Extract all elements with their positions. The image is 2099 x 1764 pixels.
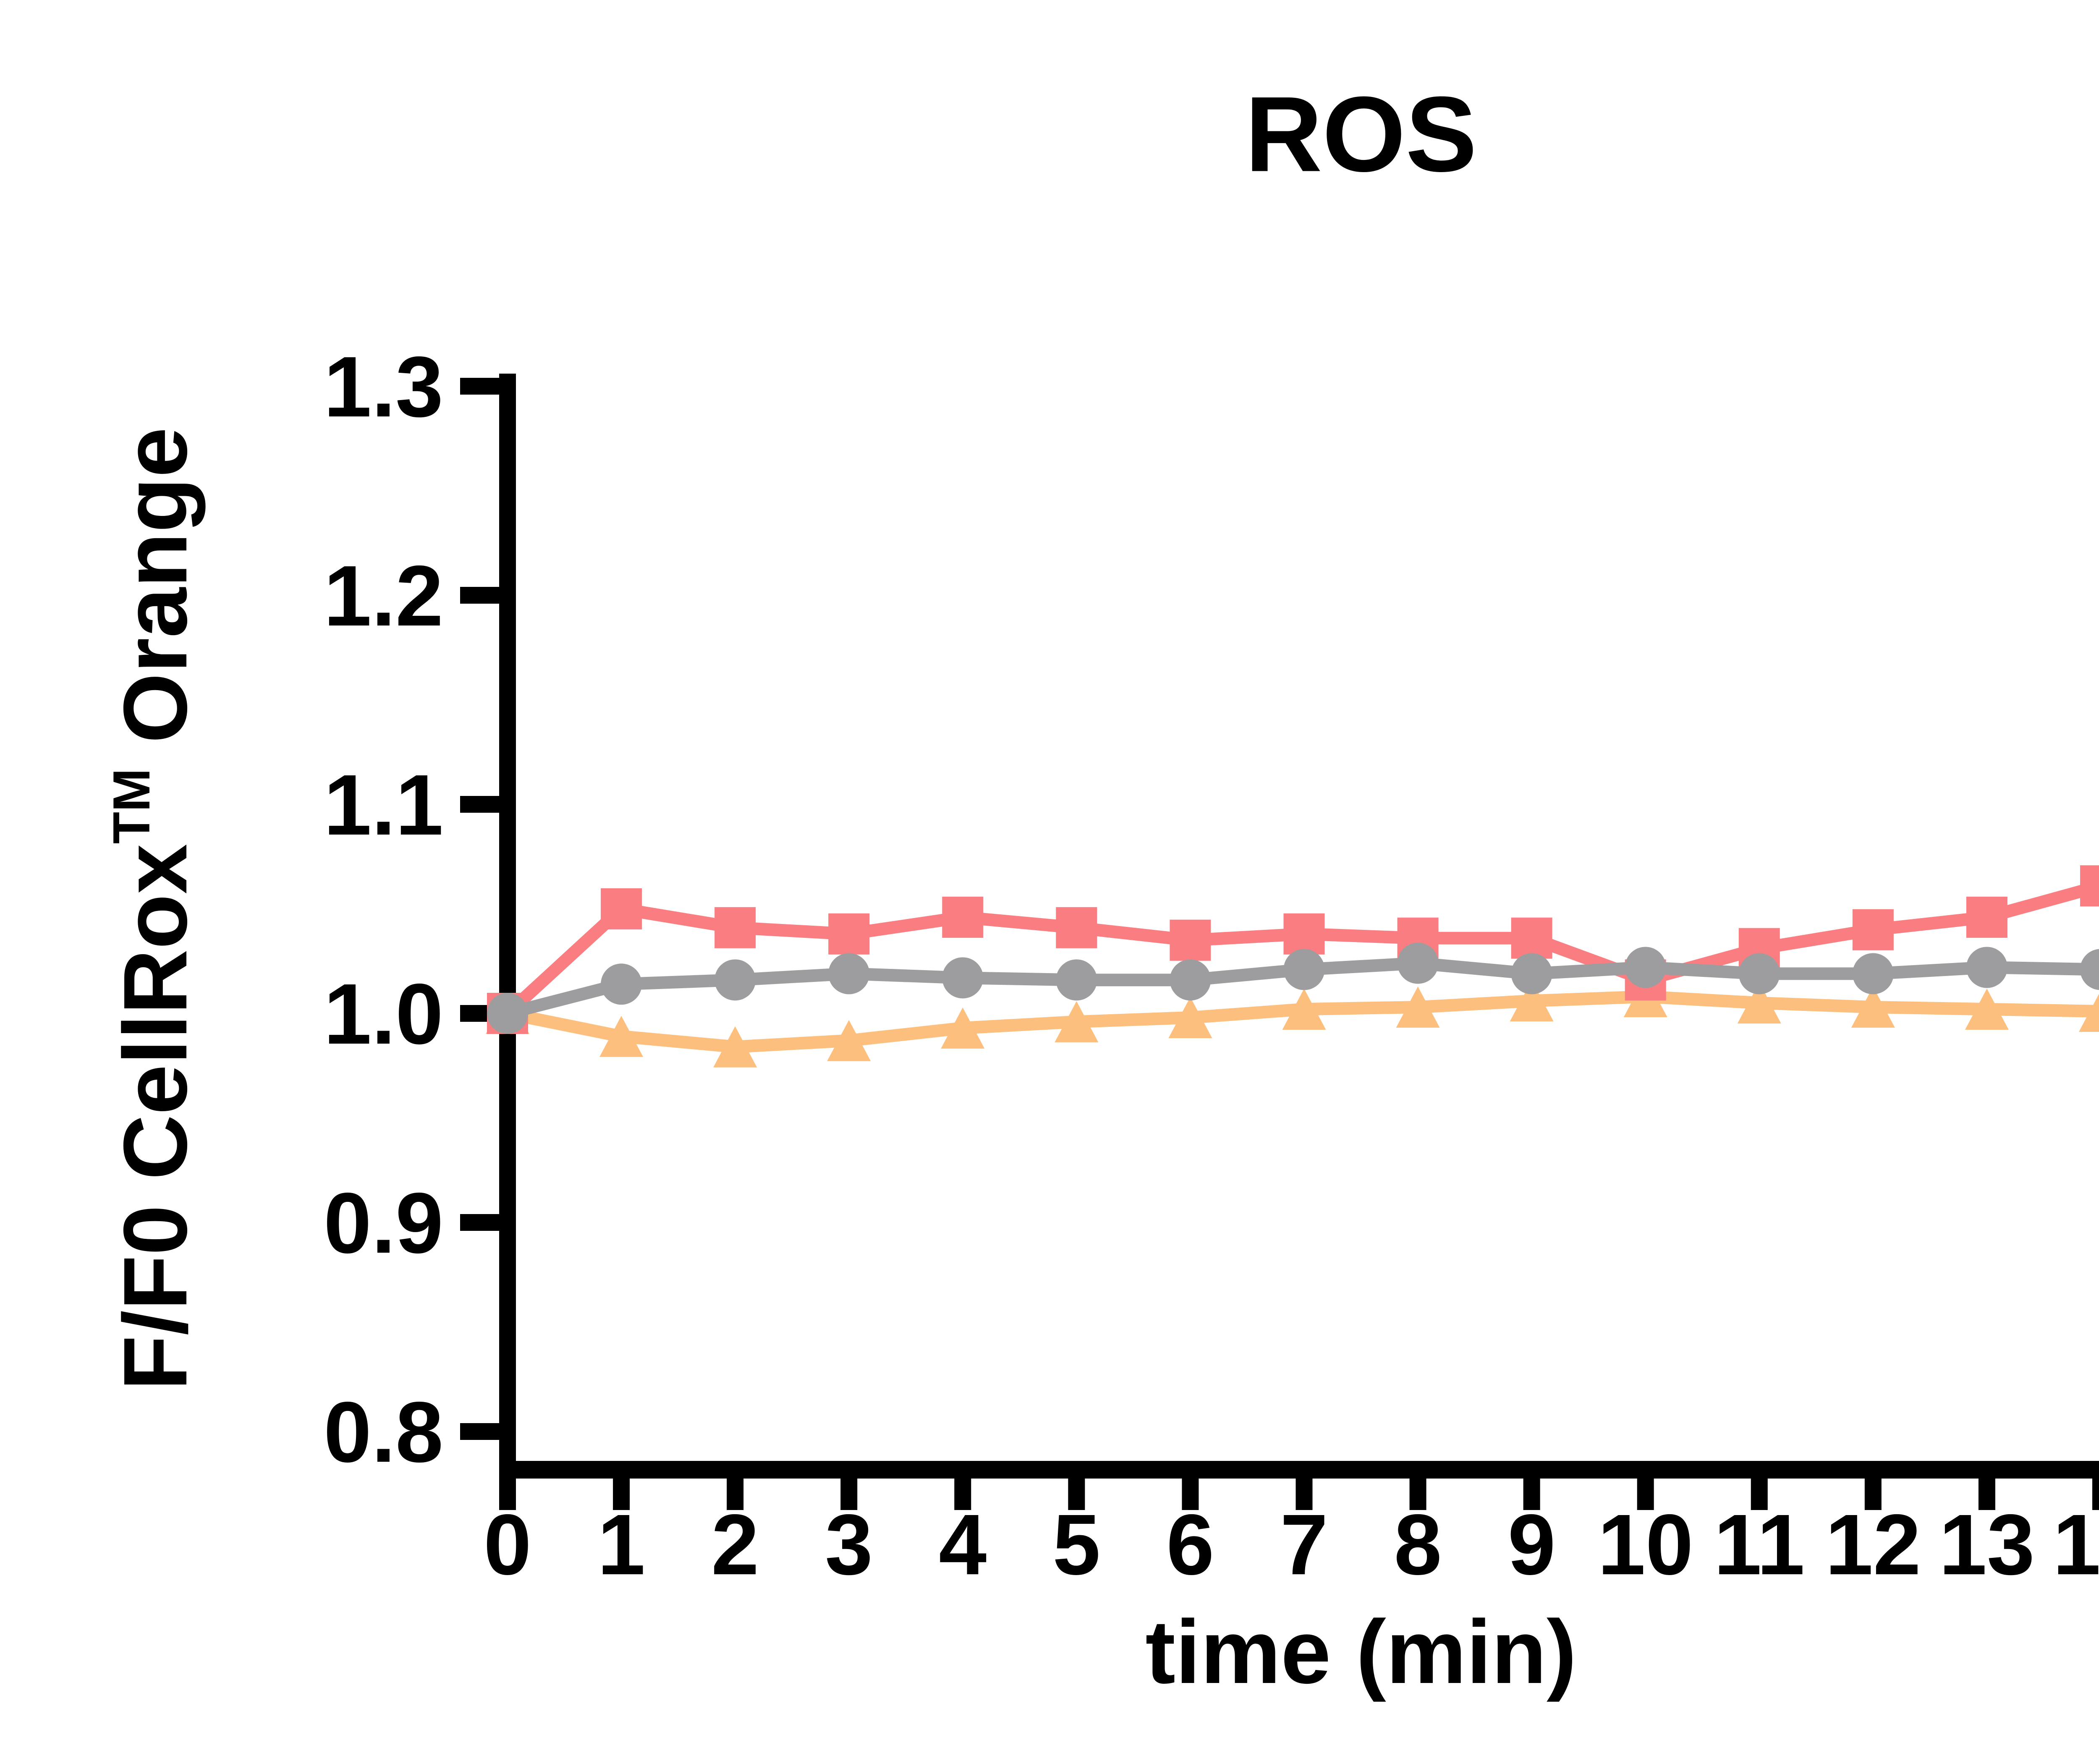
x-axis-title: time (min) <box>1145 1601 1577 1702</box>
data-point-circle <box>1511 953 1552 995</box>
x-tick <box>1637 1479 1654 1510</box>
data-point-square <box>1170 919 1211 961</box>
data-point-circle <box>601 963 642 1005</box>
data-point-triangle <box>827 1020 871 1061</box>
x-tick <box>1409 1479 1426 1510</box>
y-tick-label: 1.1 <box>324 757 443 853</box>
x-tick <box>1296 1479 1313 1510</box>
data-point-circle <box>487 993 528 1034</box>
y-tick <box>460 1214 499 1231</box>
data-point-triangle <box>1965 989 2009 1030</box>
data-point-circle <box>1852 953 1894 995</box>
y-tick <box>460 587 499 604</box>
data-point-circle <box>942 957 984 999</box>
x-tick <box>1068 1479 1085 1510</box>
x-tick-label: 1 <box>597 1497 645 1593</box>
series-line-circle <box>506 957 2099 1020</box>
y-axis-title: F/F0 CellRoxTM Orange <box>102 427 207 1391</box>
data-point-triangle <box>941 1007 985 1049</box>
x-tick-label: 7 <box>1280 1497 1328 1593</box>
data-point-circle <box>1056 959 1097 1001</box>
series-line-triangle <box>506 990 2099 1053</box>
x-tick-label: 5 <box>1052 1497 1100 1593</box>
x-tick-label: 4 <box>939 1497 987 1593</box>
data-point-circle <box>714 959 756 1001</box>
x-tick <box>2092 1479 2099 1510</box>
data-point-circle <box>828 953 870 995</box>
data-point-square <box>1966 896 2007 938</box>
x-tick-label: 9 <box>1508 1497 1556 1593</box>
data-point-circle <box>1170 959 1211 1001</box>
x-tick <box>613 1479 630 1510</box>
x-tick-label: 12 <box>1825 1497 1921 1593</box>
data-point-circle <box>1738 953 1780 995</box>
data-point-square <box>2080 865 2099 907</box>
data-point-triangle <box>1396 987 1440 1028</box>
x-tick-label: 3 <box>825 1497 873 1593</box>
x-tick-label: 8 <box>1394 1497 1442 1593</box>
data-point-square <box>1056 907 1097 948</box>
data-point-square <box>1283 913 1325 955</box>
y-axis-title-prefix: F/F0 CellRox <box>105 844 206 1391</box>
x-tick <box>1864 1479 1882 1510</box>
x-tick <box>840 1479 858 1510</box>
y-axis-spine <box>499 374 516 1479</box>
data-point-square <box>942 896 984 938</box>
data-point-circle <box>1625 947 1666 988</box>
y-axis-title-superscript: TM <box>102 768 161 844</box>
data-point-triangle <box>1737 982 1781 1024</box>
x-tick <box>1751 1479 1768 1510</box>
x-tick-label: 6 <box>1166 1497 1214 1593</box>
y-tick-label: 1.2 <box>324 548 443 644</box>
x-tick-label: 10 <box>1598 1497 1693 1593</box>
data-point-circle <box>2080 949 2099 990</box>
x-tick <box>954 1479 971 1510</box>
data-point-square <box>1511 917 1552 959</box>
x-tick <box>499 1479 516 1510</box>
y-tick-label: 1.0 <box>324 966 443 1062</box>
x-tick <box>1523 1479 1540 1510</box>
x-tick-label: 14 <box>2053 1497 2099 1593</box>
y-tick <box>460 1423 499 1440</box>
data-point-triangle <box>1282 989 1326 1030</box>
y-tick-label: 0.8 <box>324 1384 443 1480</box>
x-tick-label: 2 <box>711 1497 759 1593</box>
y-tick <box>460 796 499 813</box>
data-point-triangle <box>1851 987 1895 1028</box>
x-tick <box>1182 1479 1199 1510</box>
data-point-triangle <box>1510 980 1554 1022</box>
data-point-triangle <box>599 1015 644 1057</box>
data-point-triangle <box>1168 997 1212 1038</box>
x-tick <box>727 1479 744 1510</box>
y-axis-title-suffix: Orange <box>105 427 206 769</box>
data-point-circle <box>1283 949 1325 990</box>
x-tick-label: 0 <box>484 1497 531 1593</box>
data-point-triangle <box>2078 994 2099 1032</box>
data-point-square <box>1852 909 1894 950</box>
y-tick-label: 0.9 <box>324 1175 443 1271</box>
x-tick <box>1978 1479 1995 1510</box>
x-axis-spine <box>499 1461 2099 1479</box>
data-point-circle <box>1397 942 1439 984</box>
data-point-square <box>714 907 756 948</box>
y-tick <box>460 378 499 395</box>
series-line-square <box>503 879 2099 1018</box>
data-point-square <box>828 913 870 955</box>
y-tick-label: 1.3 <box>324 339 443 435</box>
data-point-circle <box>1966 947 2007 988</box>
data-point-triangle <box>1055 1001 1099 1042</box>
x-tick-label: 13 <box>1939 1497 2035 1593</box>
x-tick-label: 11 <box>1714 1497 1805 1593</box>
chart-title: ROS <box>1245 74 1477 194</box>
data-point-triangle <box>713 1026 757 1068</box>
data-point-square <box>601 888 642 929</box>
